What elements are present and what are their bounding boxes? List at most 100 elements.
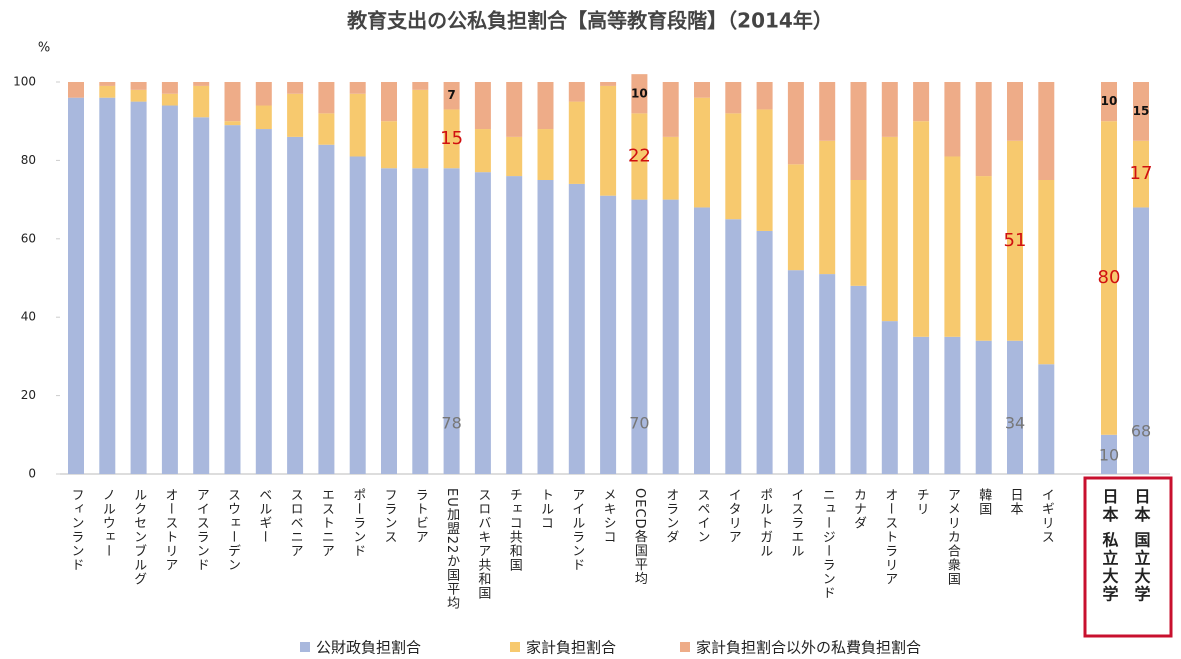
bar-segment xyxy=(318,82,335,114)
x-tick-label: エストニア xyxy=(319,488,334,558)
x-tick-label: ポルトガル xyxy=(757,488,772,558)
bar-segment xyxy=(944,156,961,337)
bar-segment xyxy=(975,340,992,474)
bar-segment xyxy=(412,89,429,169)
bar-segment xyxy=(1101,434,1117,474)
bar-segment xyxy=(600,82,617,86)
bar-segment xyxy=(725,82,742,114)
bar-segment xyxy=(224,82,241,122)
bar-segment xyxy=(193,117,210,474)
x-tick-label: ラトビア xyxy=(413,488,428,544)
bar-segment xyxy=(725,219,742,474)
bar-segment xyxy=(224,125,241,475)
data-label: 15 xyxy=(440,128,463,149)
highlight-box xyxy=(1083,476,1173,638)
x-tick-label: ルクセンブルグ xyxy=(131,488,147,586)
bar-segment xyxy=(349,156,366,475)
bar-segment xyxy=(944,336,961,474)
bar-segment xyxy=(1007,340,1023,474)
x-tick-label: OECD各国平均 xyxy=(632,488,648,586)
bar-segment xyxy=(381,82,397,122)
bar-segment xyxy=(130,89,147,102)
bar-segment xyxy=(568,101,585,184)
x-tick-label: ノルウェー xyxy=(100,488,115,558)
bar-segment xyxy=(1133,140,1149,208)
bar-segment xyxy=(474,172,491,474)
legend-swatch xyxy=(300,642,310,652)
x-tick-label: フィンランド xyxy=(69,488,84,572)
y-tick-label: 20 xyxy=(21,388,36,402)
bar-segment xyxy=(631,74,648,114)
data-label: 68 xyxy=(1131,422,1151,441)
bar-segment xyxy=(318,144,335,474)
y-axis-label: % xyxy=(38,41,50,56)
data-label: 22 xyxy=(628,145,651,166)
bar-segment xyxy=(1038,364,1055,474)
bar-segment xyxy=(975,176,992,341)
x-tick-label: スペイン xyxy=(695,488,711,544)
bar-segment xyxy=(850,285,867,474)
bar-segment xyxy=(568,82,585,102)
bar-segment xyxy=(130,101,147,474)
bar-segment xyxy=(1038,82,1055,180)
bar-segment xyxy=(881,321,898,474)
bar-segment xyxy=(1133,82,1149,141)
x-tick-label: イスラエル xyxy=(788,488,803,558)
bar-segment xyxy=(850,180,867,286)
bar-segment xyxy=(787,164,804,271)
bar-segment xyxy=(913,336,930,474)
bar-segment xyxy=(1101,82,1117,122)
x-tick-label: フランス xyxy=(382,488,397,544)
bar-segment xyxy=(694,97,710,208)
data-label: 7 xyxy=(447,88,455,102)
bar-segment xyxy=(224,121,241,126)
bar-segment xyxy=(161,82,178,94)
bar-segment xyxy=(506,136,523,177)
legend-label: 公財政負担割合 xyxy=(316,639,421,657)
bar-segment xyxy=(193,82,210,86)
bar-segment xyxy=(600,195,617,474)
y-tick-label: 40 xyxy=(21,310,36,324)
x-tick-label: アイルランド xyxy=(569,488,584,572)
y-tick-label: 80 xyxy=(21,153,36,167)
bar-segment xyxy=(600,85,617,196)
bar-segment xyxy=(412,82,429,90)
legend-label: 家計負担割合以外の私費負担割合 xyxy=(696,639,921,657)
data-label: 10 xyxy=(1101,94,1118,108)
bar-segment xyxy=(68,97,84,475)
x-tick-label: イギリス xyxy=(1039,488,1054,544)
bar-segment xyxy=(255,105,272,130)
bar-segment xyxy=(474,129,491,173)
x-tick-label: オーストリア xyxy=(162,488,177,572)
legend-swatch xyxy=(510,642,520,652)
data-label: 10 xyxy=(631,86,648,100)
bar-segment xyxy=(255,129,272,475)
bar-segment xyxy=(68,82,84,98)
data-label: 78 xyxy=(441,414,461,433)
bar-segment xyxy=(537,180,554,474)
bar-segment xyxy=(694,207,710,474)
bar-segment xyxy=(975,82,992,177)
x-tick-label: 日本 私立大学 xyxy=(1100,488,1119,604)
bar-segment xyxy=(193,85,210,118)
bar-segment xyxy=(1101,121,1117,435)
bar-segment xyxy=(694,82,710,98)
bar-segment xyxy=(944,82,961,157)
x-tick-label: ニュージーランド xyxy=(820,488,835,600)
x-tick-label: メキシコ xyxy=(601,488,616,544)
bar-segment xyxy=(662,136,679,200)
data-label: 10 xyxy=(1099,446,1119,465)
bar-segment xyxy=(787,270,804,474)
bar-segment xyxy=(631,113,648,200)
x-tick-label: ポーランド xyxy=(350,488,365,558)
data-label: 15 xyxy=(1133,104,1150,118)
x-tick-label: ベルギー xyxy=(256,488,272,544)
bar-segment xyxy=(537,129,554,180)
bar-segment xyxy=(725,113,742,220)
bar-segment xyxy=(99,97,116,475)
bar-segment xyxy=(787,82,804,165)
bar-segment xyxy=(819,274,836,474)
data-label: 80 xyxy=(1098,267,1121,288)
x-tick-label: アメリカ合衆国 xyxy=(945,488,961,586)
bar-segment xyxy=(443,168,460,475)
